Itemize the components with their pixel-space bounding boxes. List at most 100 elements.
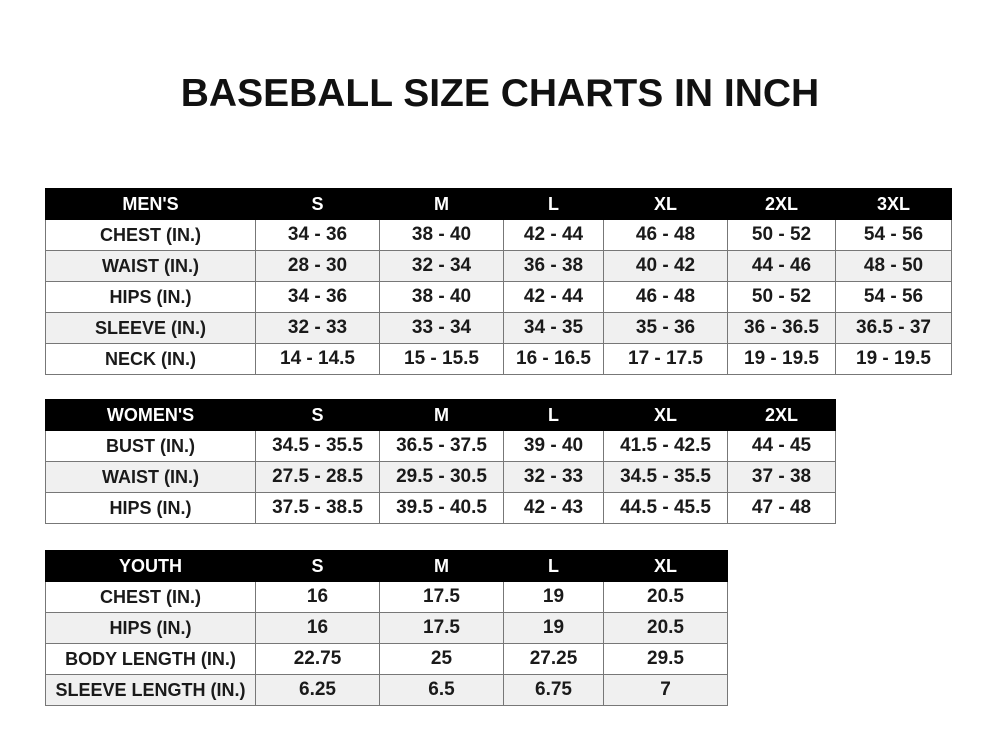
table-row: BUST (IN.) 34.5 - 35.5 36.5 - 37.5 39 - 40 4…: [45, 430, 836, 462]
table-row: HIPS (IN.) 34 - 36 38 - 40 42 - 44 46 - 48 50…: [45, 281, 952, 313]
size-value: 34.5 - 35.5: [255, 430, 380, 462]
mens-size-table: MEN'S S M L XL 2XL 3XL CHEST (IN.) 34 - 36 38 - 4…: [45, 188, 952, 375]
size-value: 19 - 19.5: [835, 343, 952, 375]
size-value: 29.5 - 30.5: [379, 461, 504, 493]
size-value: 50 - 52: [727, 219, 836, 251]
size-value: 25: [379, 643, 504, 675]
size-header: L: [503, 188, 604, 220]
size-value: 32 - 34: [379, 250, 504, 282]
size-value: 14 - 14.5: [255, 343, 380, 375]
size-value: 6.5: [379, 674, 504, 706]
size-header: 2XL: [727, 399, 836, 431]
size-value: 20.5: [603, 581, 728, 613]
size-value: 17.5: [379, 612, 504, 644]
size-value: 47 - 48: [727, 492, 836, 524]
category-header: MEN'S: [45, 188, 256, 220]
size-value: 34 - 36: [255, 281, 380, 313]
size-header: S: [255, 188, 380, 220]
size-value: 19 - 19.5: [727, 343, 836, 375]
size-value: 54 - 56: [835, 219, 952, 251]
measurement-label: HIPS (IN.): [45, 492, 256, 524]
size-header: XL: [603, 399, 728, 431]
size-header: S: [255, 550, 380, 582]
size-value: 36.5 - 37.5: [379, 430, 504, 462]
size-value: 16: [255, 612, 380, 644]
size-value: 19: [503, 612, 604, 644]
size-value: 42 - 44: [503, 281, 604, 313]
size-header: 3XL: [835, 188, 952, 220]
measurement-label: WAIST (IN.): [45, 250, 256, 282]
size-value: 36 - 38: [503, 250, 604, 282]
table-row: CHEST (IN.) 34 - 36 38 - 40 42 - 44 46 - 48 5…: [45, 219, 952, 251]
size-header: L: [503, 550, 604, 582]
size-value: 28 - 30: [255, 250, 380, 282]
mens-header-row: MEN'S S M L XL 2XL 3XL: [45, 188, 952, 220]
measurement-label: SLEEVE (IN.): [45, 312, 256, 344]
table-row: HIPS (IN.) 16 17.5 19 20.5: [45, 612, 728, 644]
size-header: M: [379, 188, 504, 220]
size-value: 29.5: [603, 643, 728, 675]
table-row: WAIST (IN.) 27.5 - 28.5 29.5 - 30.5 32 - 33…: [45, 461, 836, 493]
size-value: 44 - 45: [727, 430, 836, 462]
womens-header-row: WOMEN'S S M L XL 2XL: [45, 399, 836, 431]
size-header: 2XL: [727, 188, 836, 220]
size-value: 39 - 40: [503, 430, 604, 462]
size-value: 6.25: [255, 674, 380, 706]
womens-size-table: WOMEN'S S M L XL 2XL BUST (IN.) 34.5 - 35.5 36.5…: [45, 399, 836, 524]
size-value: 34 - 35: [503, 312, 604, 344]
size-header: S: [255, 399, 380, 431]
size-value: 46 - 48: [603, 219, 728, 251]
table-row: CHEST (IN.) 16 17.5 19 20.5: [45, 581, 728, 613]
size-value: 6.75: [503, 674, 604, 706]
size-value: 42 - 44: [503, 219, 604, 251]
measurement-label: BUST (IN.): [45, 430, 256, 462]
size-value: 22.75: [255, 643, 380, 675]
size-value: 7: [603, 674, 728, 706]
size-value: 16 - 16.5: [503, 343, 604, 375]
measurement-label: HIPS (IN.): [45, 612, 256, 644]
size-value: 33 - 34: [379, 312, 504, 344]
size-header: XL: [603, 188, 728, 220]
size-value: 35 - 36: [603, 312, 728, 344]
size-value: 32 - 33: [503, 461, 604, 493]
size-value: 40 - 42: [603, 250, 728, 282]
size-value: 46 - 48: [603, 281, 728, 313]
size-value: 27.25: [503, 643, 604, 675]
table-row: NECK (IN.) 14 - 14.5 15 - 15.5 16 - 16.5 17 …: [45, 343, 952, 375]
size-value: 17.5: [379, 581, 504, 613]
table-row: SLEEVE (IN.) 32 - 33 33 - 34 34 - 35 35 - 36…: [45, 312, 952, 344]
size-value: 42 - 43: [503, 492, 604, 524]
size-header: M: [379, 550, 504, 582]
table-row: BODY LENGTH (IN.) 22.75 25 27.25 29.5: [45, 643, 728, 675]
size-value: 32 - 33: [255, 312, 380, 344]
size-value: 38 - 40: [379, 281, 504, 313]
measurement-label: CHEST (IN.): [45, 581, 256, 613]
youth-header-row: YOUTH S M L XL: [45, 550, 728, 582]
youth-size-table: YOUTH S M L XL CHEST (IN.) 16 17.5 19 20.5 HIPS (I…: [45, 550, 728, 706]
size-value: 36 - 36.5: [727, 312, 836, 344]
size-value: 36.5 - 37: [835, 312, 952, 344]
measurement-label: HIPS (IN.): [45, 281, 256, 313]
size-value: 50 - 52: [727, 281, 836, 313]
measurement-label: CHEST (IN.): [45, 219, 256, 251]
size-value: 39.5 - 40.5: [379, 492, 504, 524]
size-value: 41.5 - 42.5: [603, 430, 728, 462]
size-header: L: [503, 399, 604, 431]
size-value: 27.5 - 28.5: [255, 461, 380, 493]
category-header: WOMEN'S: [45, 399, 256, 431]
size-value: 20.5: [603, 612, 728, 644]
category-header: YOUTH: [45, 550, 256, 582]
table-row: HIPS (IN.) 37.5 - 38.5 39.5 - 40.5 42 - 43 4…: [45, 492, 836, 524]
measurement-label: NECK (IN.): [45, 343, 256, 375]
size-header: M: [379, 399, 504, 431]
size-value: 48 - 50: [835, 250, 952, 282]
table-row: WAIST (IN.) 28 - 30 32 - 34 36 - 38 40 - 42 4…: [45, 250, 952, 282]
size-value: 44.5 - 45.5: [603, 492, 728, 524]
size-value: 34 - 36: [255, 219, 380, 251]
size-value: 38 - 40: [379, 219, 504, 251]
page-title: BASEBALL SIZE CHARTS IN INCH: [180, 72, 820, 115]
size-value: 17 - 17.5: [603, 343, 728, 375]
size-value: 54 - 56: [835, 281, 952, 313]
size-value: 44 - 46: [727, 250, 836, 282]
size-value: 16: [255, 581, 380, 613]
